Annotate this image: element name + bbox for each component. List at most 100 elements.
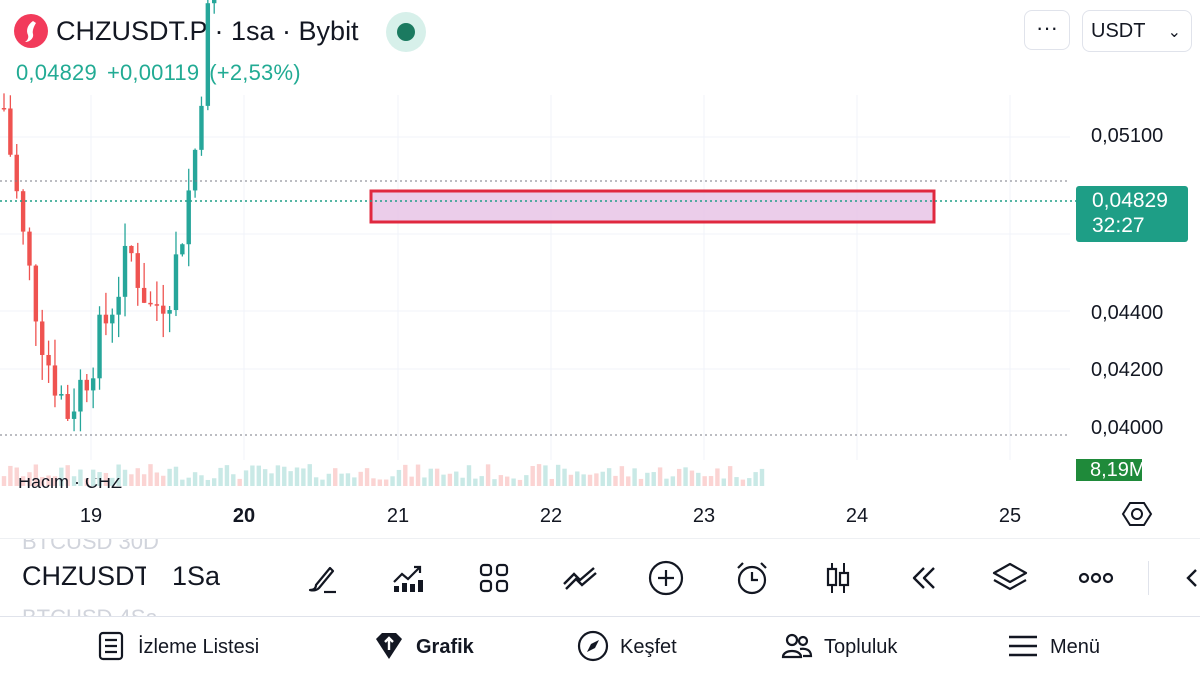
volume-bar bbox=[205, 479, 211, 486]
volume-bar bbox=[33, 464, 39, 486]
drawing-brush-icon[interactable] bbox=[302, 558, 342, 598]
volume-bar bbox=[619, 466, 625, 486]
volume-legend[interactable]: Hacim · CHZ bbox=[18, 478, 122, 490]
layers-icon[interactable] bbox=[990, 558, 1030, 598]
volume-bar bbox=[747, 478, 752, 486]
candle-body bbox=[161, 305, 166, 314]
price-tick: 0,04400 bbox=[1091, 302, 1163, 324]
candle-body bbox=[186, 190, 191, 245]
volume-bar bbox=[161, 475, 166, 486]
candle-body bbox=[192, 149, 198, 191]
candle-body bbox=[154, 304, 160, 306]
volume-bar bbox=[199, 475, 204, 486]
price-chart[interactable]: 0,05100 0,04400 0,04200 0,04000 19 20 21… bbox=[0, 0, 1200, 540]
nav-menu-label: Menü bbox=[1050, 636, 1101, 658]
volume-bar bbox=[231, 474, 236, 486]
volume-bar bbox=[517, 479, 523, 486]
volume-bar bbox=[759, 468, 765, 486]
volume-bar bbox=[135, 468, 140, 486]
volume-bar bbox=[498, 475, 504, 486]
volume-bar bbox=[301, 468, 306, 486]
volume-bar bbox=[530, 466, 535, 486]
layouts-grid-icon[interactable] bbox=[474, 558, 514, 598]
chart-diamond-icon bbox=[376, 633, 402, 659]
volume-bar bbox=[218, 467, 223, 486]
time-tick: 24 bbox=[846, 505, 868, 527]
nav-chart[interactable]: Grafik bbox=[372, 627, 492, 667]
nav-menu[interactable]: Menü bbox=[1006, 627, 1116, 667]
candle-body bbox=[1, 108, 7, 110]
volume-bar bbox=[192, 472, 198, 486]
add-icon[interactable] bbox=[646, 558, 686, 598]
nav-watchlist-label: İzleme Listesi bbox=[138, 636, 260, 658]
volume-bar bbox=[243, 470, 249, 486]
volume-bar bbox=[364, 468, 370, 486]
volume-bar bbox=[282, 466, 287, 486]
volume-bar bbox=[562, 468, 567, 486]
volume-bar bbox=[116, 464, 121, 486]
time-tick: 23 bbox=[693, 505, 715, 527]
candle-body bbox=[14, 154, 19, 192]
nav-watchlist[interactable]: İzleme Listesi bbox=[94, 627, 294, 667]
volume-bar bbox=[390, 476, 395, 486]
candle-body bbox=[212, 0, 217, 4]
currency-select[interactable]: USDT ⌄ bbox=[1082, 10, 1192, 52]
symbol-picker[interactable]: CHZUSDT bbox=[22, 561, 146, 591]
chart-settings-icon[interactable] bbox=[1120, 497, 1154, 531]
volume-bar bbox=[581, 474, 586, 486]
volume-bar bbox=[651, 472, 656, 486]
volume-bar bbox=[383, 479, 389, 486]
volume-bar bbox=[479, 476, 484, 486]
last-price: 0,04829 bbox=[16, 60, 97, 85]
nav-community[interactable]: Topluluk bbox=[780, 627, 920, 667]
candle-body bbox=[40, 321, 45, 355]
volume-bar bbox=[670, 476, 676, 486]
volume-bar bbox=[20, 476, 26, 486]
resistance-zone[interactable] bbox=[369, 189, 936, 224]
chart-toolbar: BTCUSD 30D BTCUSD 4Sa CHZUSDT 1Sa bbox=[0, 538, 1200, 616]
hamburger-menu-icon bbox=[1009, 635, 1037, 657]
candle-body bbox=[8, 108, 13, 155]
volume-bar bbox=[97, 472, 102, 486]
volume-bar bbox=[536, 464, 542, 486]
currency-value: USDT bbox=[1091, 20, 1146, 42]
compare-lines-icon[interactable] bbox=[560, 558, 600, 598]
candle-body bbox=[33, 265, 39, 322]
current-price-label: 0,04829 bbox=[1092, 189, 1168, 212]
volume-bar bbox=[167, 468, 172, 486]
volume-bar bbox=[721, 478, 726, 486]
collapse-arrow-icon[interactable] bbox=[1176, 558, 1200, 598]
candle-body bbox=[78, 379, 83, 412]
volume-bar bbox=[129, 474, 134, 486]
volume-bar bbox=[568, 474, 574, 486]
candles-icon[interactable] bbox=[818, 558, 858, 598]
more-button[interactable]: ··· bbox=[1024, 10, 1070, 50]
time-tick: 20 bbox=[233, 505, 255, 527]
volume-bar bbox=[186, 477, 191, 486]
candle-body bbox=[199, 105, 204, 150]
volume-bar bbox=[460, 477, 465, 486]
volume-bar bbox=[473, 478, 478, 486]
volume-bars bbox=[1, 464, 765, 486]
nav-explore[interactable]: Keşfet bbox=[576, 627, 696, 667]
indicators-icon[interactable] bbox=[388, 558, 428, 598]
price-tick: 0,04000 bbox=[1091, 417, 1163, 439]
volume-bar bbox=[212, 478, 217, 486]
volume-bar bbox=[543, 465, 548, 486]
alarm-icon[interactable] bbox=[732, 558, 772, 598]
volume-bar bbox=[141, 474, 147, 486]
timeframe-picker[interactable]: 1Sa bbox=[172, 561, 221, 591]
replay-icon[interactable] bbox=[904, 558, 944, 598]
volume-bar bbox=[313, 477, 319, 486]
volume-bar bbox=[269, 473, 274, 486]
volume-bar bbox=[358, 471, 363, 486]
candle-body bbox=[97, 314, 102, 379]
market-open-indicator bbox=[386, 12, 426, 52]
more-options-icon[interactable] bbox=[1076, 558, 1116, 598]
volume-bar bbox=[422, 477, 427, 486]
candle-body bbox=[71, 411, 77, 419]
volume-bar bbox=[71, 476, 77, 486]
price-change: +0,00119 bbox=[106, 60, 200, 85]
volume-bar bbox=[753, 472, 758, 486]
volume-bar bbox=[65, 465, 70, 486]
